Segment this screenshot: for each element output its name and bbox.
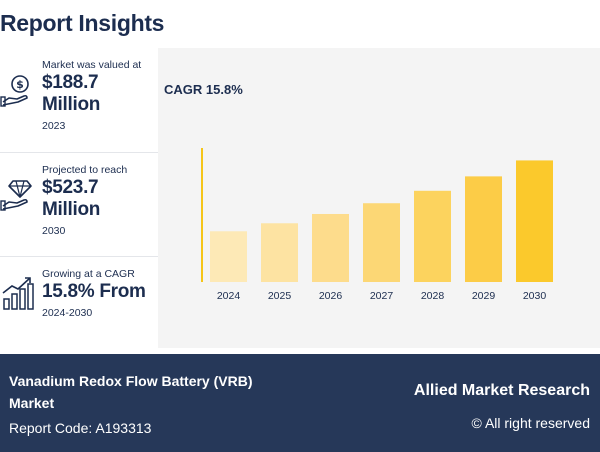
bar-2027	[363, 203, 400, 282]
money-hand-icon: $	[0, 75, 29, 107]
stat-value-unit: Million	[42, 94, 101, 115]
bar-2029	[465, 176, 502, 282]
page-title: Report Insights	[0, 10, 165, 36]
bar-2025	[261, 223, 298, 282]
stats-panel: $ Market was valued at $188.7 Million 20…	[0, 48, 158, 360]
stat-label: Growing at a CAGR	[42, 268, 135, 280]
stat-value: 15.8% From	[42, 281, 146, 302]
x-tick-label-2025: 2025	[268, 290, 292, 302]
copyright: © All right reserved	[471, 415, 590, 431]
stat-label: Market was valued at	[42, 59, 142, 71]
bar-2024	[210, 231, 247, 282]
stat-cagr: Growing at a CAGR 15.8% From 2024-2030	[0, 256, 158, 360]
chart-area: 2024 2025 2026 2027 2028 2029 2030	[158, 48, 600, 348]
stat-projected-value: Projected to reach $523.7 Million 2030	[0, 152, 158, 256]
stat-year: 2024-2030	[42, 307, 93, 319]
stat-market-value: $ Market was valued at $188.7 Million 20…	[0, 48, 158, 152]
stat-year: 2023	[42, 120, 66, 132]
x-tick-label-2027: 2027	[370, 290, 394, 302]
stat-year: 2030	[42, 225, 66, 237]
stat-value: $523.7	[42, 177, 99, 198]
report-code: Report Code: A193313	[9, 420, 152, 436]
x-tick-label-2024: 2024	[217, 290, 241, 302]
chart-title: CAGR 15.8%	[164, 82, 243, 97]
x-tick-label-2029: 2029	[472, 290, 496, 302]
bar-chart: 2024 2025 2026 2027 2028 2029 2030	[201, 148, 553, 302]
diamond-hand-icon	[0, 180, 32, 211]
bar-2028	[414, 190, 451, 282]
market-name: Vanadium Redox Flow Battery (VRB) Market	[9, 370, 309, 414]
x-tick-label-2028: 2028	[421, 290, 445, 302]
growth-chart-icon	[2, 277, 34, 310]
stat-value: $188.7	[42, 72, 99, 93]
svg-text:$: $	[16, 78, 24, 91]
market-name-line2: Market	[9, 395, 55, 411]
footer: Vanadium Redox Flow Battery (VRB) Market…	[0, 354, 600, 452]
stat-label: Projected to reach	[42, 164, 128, 176]
bar-2026	[312, 213, 349, 282]
stat-value-unit: Million	[42, 199, 101, 220]
brand-name: Allied Market Research	[413, 382, 590, 399]
bar-2030	[516, 160, 553, 282]
x-tick-label-2030: 2030	[523, 290, 547, 302]
market-name-line1: Vanadium Redox Flow Battery (VRB)	[9, 373, 253, 389]
x-tick-label-2026: 2026	[319, 290, 343, 302]
